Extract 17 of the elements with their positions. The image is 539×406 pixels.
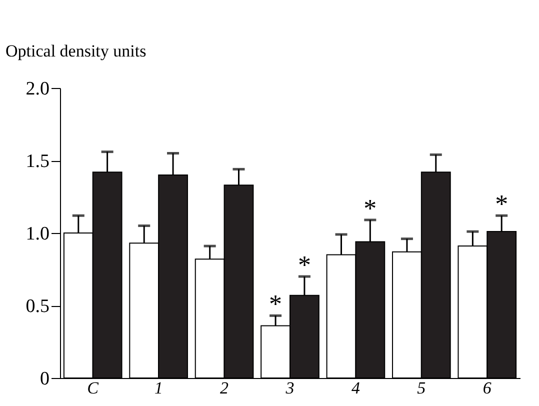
y-tick-label: 1.5 <box>26 151 50 172</box>
y-tick-label: 0 <box>40 368 50 390</box>
x-tick-label: 3 <box>284 378 294 398</box>
x-tick-label: 1 <box>154 378 163 398</box>
annotation: * <box>495 190 508 219</box>
y-axis-title: Optical density units <box>6 42 146 60</box>
x-tick-label: 6 <box>482 378 492 398</box>
annotation: * <box>364 194 377 223</box>
x-tick-label: 2 <box>220 378 230 398</box>
x-tick-label: 5 <box>417 378 426 398</box>
y-tick-label: 1.0 <box>26 224 50 244</box>
x-tick-label: C <box>87 378 100 398</box>
y-tick-label: 0.5 <box>26 296 50 317</box>
annotation: * <box>269 290 282 319</box>
annotation: * <box>298 250 311 280</box>
y-tick-label: 2.0 <box>26 78 50 100</box>
x-tick-label: 4 <box>351 378 360 398</box>
